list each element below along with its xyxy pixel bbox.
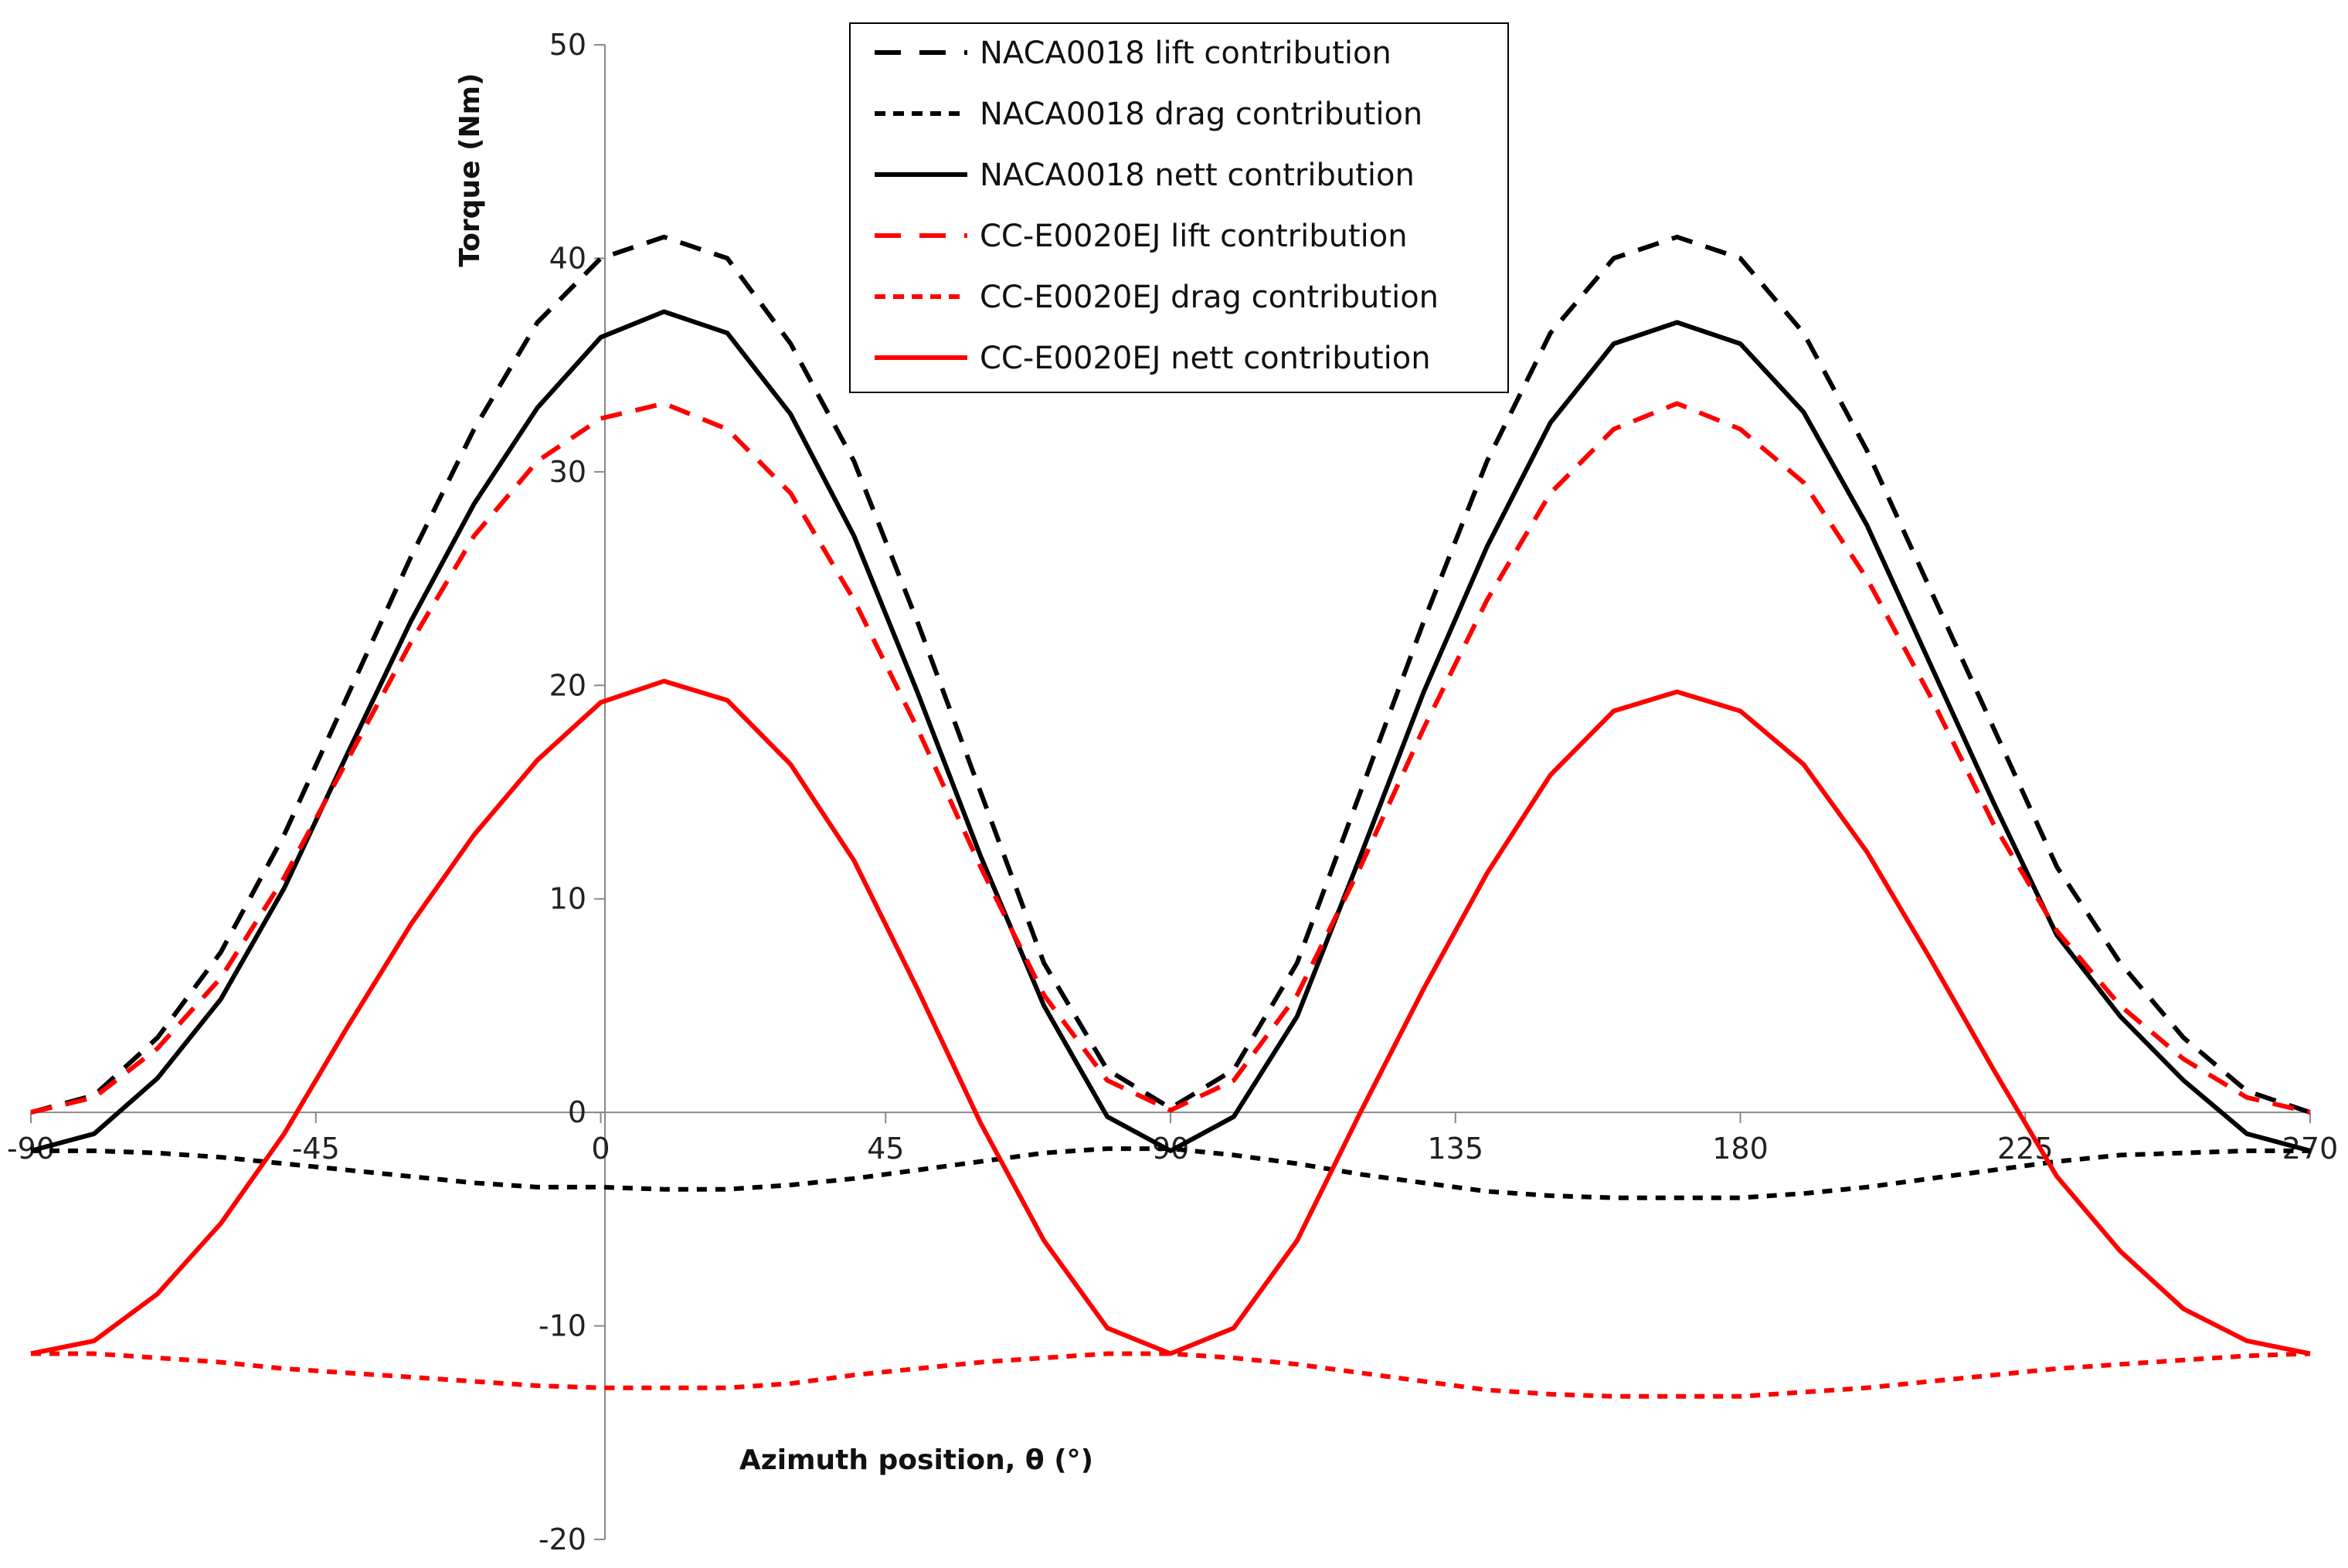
legend-label: CC-E0020EJ nett contribution [980,341,1431,376]
x-tick-label: 45 [867,1132,904,1166]
y-tick-label: 40 [549,241,586,275]
series-line-6 [30,678,2311,1356]
y-tick-label: 50 [549,28,586,62]
x-tick-label: 135 [1427,1132,1483,1166]
y-axis-title: Torque (Nm) [454,73,486,266]
legend-label: NACA0018 lift contribution [980,36,1391,71]
x-axis-title: Azimuth position, θ (°) [739,1444,1093,1476]
x-tick-label: 0 [591,1132,610,1166]
y-tick-label: -20 [539,1522,586,1556]
y-tick-label: 30 [549,455,586,489]
y-tick-label: -10 [539,1309,586,1343]
x-tick-label: 225 [1997,1132,2054,1166]
series-line-3 [30,309,2311,1153]
legend-label: NACA0018 drag contribution [980,97,1422,132]
y-tick-label: 10 [549,882,586,916]
legend-box [849,22,1509,393]
legend-label: CC-E0020EJ drag contribution [980,280,1439,315]
x-tick-label: -45 [292,1132,340,1166]
series-line-5 [31,1351,2311,1399]
series-line-4 [30,401,2311,1115]
series-line-1 [30,234,2311,1115]
legend: NACA0018 lift contribution NACA0018 drag … [849,22,1509,393]
y-tick-label: 0 [568,1095,586,1129]
legend-label: CC-E0020EJ lift contribution [980,219,1408,254]
x-tick-label: 180 [1712,1132,1769,1166]
y-tick-label: 20 [549,668,586,702]
legend-label: NACA0018 nett contribution [980,158,1415,193]
series-layer [30,234,2311,1399]
